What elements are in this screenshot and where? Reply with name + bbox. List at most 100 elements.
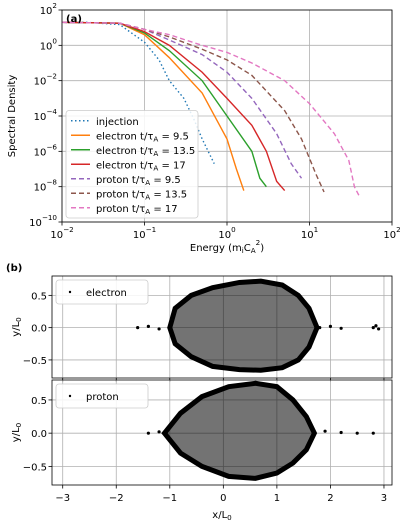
series-line <box>62 21 286 192</box>
particle <box>157 430 161 434</box>
y-axis-label: y/L0 <box>11 422 23 442</box>
y-tick-label: 0.0 <box>31 429 47 440</box>
x-tick-label: −3 <box>55 493 70 504</box>
y-tick-label: 0.5 <box>31 291 47 302</box>
series-line <box>62 21 360 197</box>
particle <box>200 464 204 468</box>
particle <box>312 431 316 435</box>
particle <box>318 326 322 330</box>
legend-label: electron <box>86 288 127 299</box>
particle <box>304 448 308 452</box>
legend-label: proton t/τA = 17 <box>96 204 178 216</box>
panel: −0.5 0.0 0.5 (b) y/L0 electron <box>6 263 393 382</box>
particle <box>253 476 258 480</box>
plot-area <box>136 278 381 373</box>
particle <box>173 342 177 346</box>
axes-frame <box>51 275 393 379</box>
legend-label: electron t/τA = 17 <box>96 160 186 172</box>
y-tick-label: 10−8 <box>34 178 58 194</box>
x-tick-label: 3 <box>381 493 387 504</box>
particle <box>312 319 316 323</box>
x-tick-label: 101 <box>301 225 318 241</box>
particle <box>304 414 308 419</box>
y-axis-label: y/L0 <box>11 317 23 337</box>
particle <box>178 411 183 415</box>
particle <box>339 326 343 330</box>
particle <box>178 451 183 455</box>
particle <box>323 429 327 433</box>
x-tick-label: 0 <box>220 493 226 504</box>
particle <box>157 327 161 331</box>
y-axis-label: Spectral Density <box>7 75 18 158</box>
particle <box>227 474 231 478</box>
particle <box>280 366 284 370</box>
particle <box>377 327 381 331</box>
particle <box>307 345 311 349</box>
axes-frame <box>51 379 393 486</box>
particle <box>168 326 172 330</box>
particle <box>275 471 279 475</box>
legend-label: proton <box>86 392 119 403</box>
particle <box>291 398 295 402</box>
panel: −3 −2 −1 0 1 2 3 −0.5 0.0 0.5 x/L0 y/L0 proton <box>11 379 393 522</box>
particle <box>296 358 300 362</box>
legend-label: electron t/τA = 9.5 <box>96 131 189 143</box>
particle <box>259 368 263 372</box>
x-axis-label: Energy (miCA2) <box>190 238 264 255</box>
particle <box>173 306 177 310</box>
particle <box>237 280 242 285</box>
y-tick-label: 10−6 <box>34 142 58 158</box>
x-tick-label: 100 <box>218 225 236 241</box>
particle <box>237 368 242 372</box>
legend-label: injection <box>96 117 139 128</box>
panel-label: (b) <box>6 263 22 274</box>
x-tick-label: −2 <box>109 493 124 504</box>
axes-frame <box>61 9 393 223</box>
y-tick-label: 10−10 <box>29 213 57 229</box>
particle <box>339 430 343 435</box>
panel-label: (a) <box>66 14 82 25</box>
y-tick-label: 10−4 <box>34 107 58 123</box>
particle <box>374 324 378 328</box>
particle <box>280 283 284 287</box>
y-tick-label: 102 <box>40 1 57 17</box>
x-tick-label: 102 <box>383 225 400 241</box>
particle <box>275 385 279 389</box>
legend-label: electron t/τA = 13.5 <box>96 146 195 158</box>
series-line <box>62 21 303 179</box>
particle <box>136 326 140 330</box>
particle <box>146 431 150 435</box>
legend-box <box>65 110 199 219</box>
y-tick-label: −0.5 <box>23 462 47 473</box>
particle <box>227 385 231 389</box>
x-axis-label: x/L0 <box>212 510 232 522</box>
particle <box>291 461 295 465</box>
x-tick-label: −1 <box>162 493 177 504</box>
y-tick-label: −0.5 <box>23 356 47 367</box>
particle <box>253 381 258 385</box>
particle <box>307 306 311 310</box>
particle <box>312 332 316 336</box>
particle <box>371 431 375 435</box>
particle <box>259 279 263 283</box>
particle <box>189 355 193 359</box>
x-tick-label: 10−1 <box>133 225 156 241</box>
particle <box>200 395 204 399</box>
particle <box>328 324 333 328</box>
legend-swatch <box>68 394 72 398</box>
particle <box>371 326 375 330</box>
particle <box>315 326 319 330</box>
plot-area <box>62 21 360 197</box>
x-tick-label: 1 <box>274 493 280 504</box>
x-tick-label: 10−2 <box>50 225 73 241</box>
y-tick-label: 0.0 <box>31 324 47 335</box>
legend-swatch <box>68 290 72 294</box>
particle <box>296 293 300 297</box>
particle <box>211 364 215 368</box>
legend-label: proton t/τA = 13.5 <box>96 189 187 201</box>
plot-area <box>146 380 375 481</box>
particle <box>162 431 167 435</box>
legend-box <box>55 279 149 305</box>
y-tick-label: 0.5 <box>31 396 47 407</box>
